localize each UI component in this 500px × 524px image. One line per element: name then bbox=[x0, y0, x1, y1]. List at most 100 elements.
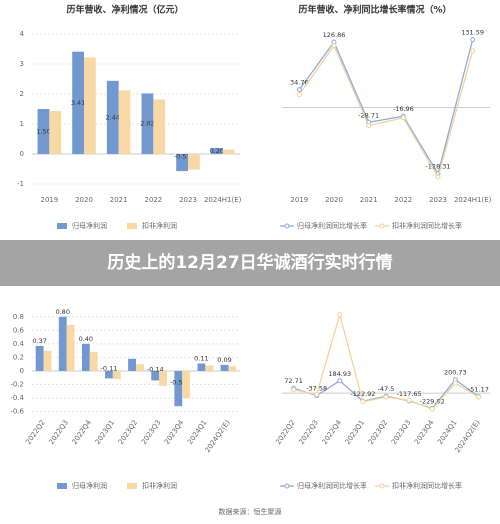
legend-label: 扣非净利润 bbox=[142, 221, 177, 230]
legend-marker bbox=[379, 483, 385, 489]
x-tick-label: 2020 bbox=[325, 196, 343, 204]
bar bbox=[84, 57, 96, 154]
data-label: 72.71 bbox=[284, 377, 303, 385]
data-label: 0.09 bbox=[217, 356, 231, 364]
point bbox=[406, 397, 412, 403]
legend-label: 扣非净利润同比增长率 bbox=[392, 481, 462, 490]
bar bbox=[136, 364, 144, 371]
x-tick-label: 2023 bbox=[429, 196, 447, 204]
banner-band bbox=[0, 240, 500, 286]
legend-swatch bbox=[57, 483, 67, 489]
point bbox=[400, 115, 406, 121]
series-line bbox=[298, 39, 474, 176]
data-label: 2.02 bbox=[140, 120, 154, 128]
bar bbox=[141, 93, 154, 154]
bar bbox=[66, 324, 75, 371]
bar bbox=[188, 154, 200, 170]
data-label: 0.11 bbox=[194, 355, 208, 363]
bar bbox=[37, 109, 50, 154]
data-label: -122.92 bbox=[350, 390, 375, 398]
x-tick-label: 2021 bbox=[360, 196, 378, 204]
data-label: 3.41 bbox=[71, 99, 85, 107]
y-tick-label: 0.4 bbox=[13, 340, 25, 348]
chart-title: 历年营收、净利同比增长率情况（%） bbox=[298, 4, 451, 16]
data-label: 2.44 bbox=[106, 113, 120, 121]
legend-label: 扣非净利润 bbox=[142, 481, 177, 490]
point bbox=[331, 43, 337, 49]
y-tick-label: -0.4 bbox=[10, 394, 24, 402]
x-tick-label: 2019 bbox=[40, 196, 58, 204]
point bbox=[470, 37, 476, 43]
legend-label: 归母净利润同比增长率 bbox=[297, 221, 367, 230]
point bbox=[296, 87, 302, 93]
bar bbox=[105, 370, 113, 379]
bar bbox=[228, 366, 237, 371]
y-tick-label: 2 bbox=[20, 90, 24, 98]
bar bbox=[118, 90, 131, 154]
bar bbox=[81, 343, 90, 371]
series-line bbox=[298, 44, 474, 179]
legend-marker bbox=[284, 223, 290, 229]
legend-label: 归母净利润 bbox=[72, 221, 107, 230]
data-label: -28.71 bbox=[358, 111, 379, 119]
data-label: -37.58 bbox=[306, 385, 327, 393]
point bbox=[383, 394, 389, 400]
y-tick-label: 0.8 bbox=[13, 313, 24, 321]
point bbox=[435, 174, 441, 180]
data-label: -47.5 bbox=[378, 385, 395, 393]
data-label: 200.73 bbox=[444, 369, 467, 377]
legend-marker bbox=[284, 483, 290, 489]
bar bbox=[89, 352, 98, 371]
legend-marker bbox=[379, 223, 385, 229]
data-label: 184.93 bbox=[328, 370, 351, 378]
y-tick-label: 4 bbox=[20, 30, 25, 38]
legend-label: 扣非净利润同比增长率 bbox=[392, 221, 462, 230]
bar bbox=[43, 350, 52, 371]
y-tick-label: 0.2 bbox=[13, 353, 24, 361]
bar bbox=[159, 370, 167, 386]
x-tick-label: 2022 bbox=[394, 196, 412, 204]
data-label: -128.31 bbox=[425, 163, 450, 171]
y-tick-label: -1 bbox=[17, 180, 24, 188]
data-label: -229.92 bbox=[420, 397, 445, 405]
bar bbox=[128, 358, 136, 371]
banner-title: 历史上的12月27日华诚酒行实时行情 bbox=[107, 252, 392, 273]
point bbox=[366, 123, 372, 129]
bar bbox=[182, 370, 191, 399]
data-label: 0.37 bbox=[32, 337, 46, 345]
bar bbox=[35, 345, 44, 371]
point bbox=[291, 387, 297, 393]
bar bbox=[112, 370, 121, 380]
data-label: -0.11 bbox=[101, 365, 118, 373]
data-label: -117.65 bbox=[397, 390, 422, 398]
data-label: -0.57 bbox=[174, 153, 191, 161]
y-tick-label: 0 bbox=[20, 150, 24, 158]
x-tick-label: 2019 bbox=[290, 196, 308, 204]
x-tick-label: 2023 bbox=[179, 196, 197, 204]
y-tick-label: 0 bbox=[20, 367, 24, 375]
y-tick-label: -0.2 bbox=[10, 381, 24, 389]
bar bbox=[210, 148, 223, 154]
y-tick-label: -0.6 bbox=[10, 408, 24, 416]
data-label: 1.50 bbox=[36, 128, 50, 136]
point bbox=[314, 391, 320, 397]
point bbox=[296, 92, 302, 98]
data-label: 126.86 bbox=[323, 31, 346, 39]
bar bbox=[205, 365, 214, 371]
bar bbox=[176, 154, 188, 172]
legend-swatch bbox=[127, 223, 137, 229]
x-tick-label: 2024H1(E) bbox=[204, 196, 242, 204]
data-label: 34.76 bbox=[290, 79, 309, 87]
y-tick-label: 3 bbox=[20, 60, 24, 68]
legend-swatch bbox=[127, 483, 137, 489]
bar bbox=[222, 149, 235, 154]
data-label: -0.52 bbox=[170, 379, 187, 387]
x-tick-label: 2020 bbox=[75, 196, 93, 204]
x-tick-label: 2021 bbox=[110, 196, 128, 204]
x-tick-label: 2024H1(E) bbox=[454, 196, 492, 204]
data-label: -51.17 bbox=[468, 385, 489, 393]
data-label: -16.96 bbox=[393, 105, 414, 113]
source-note: 数据来源：恒生聚源 bbox=[219, 507, 282, 516]
